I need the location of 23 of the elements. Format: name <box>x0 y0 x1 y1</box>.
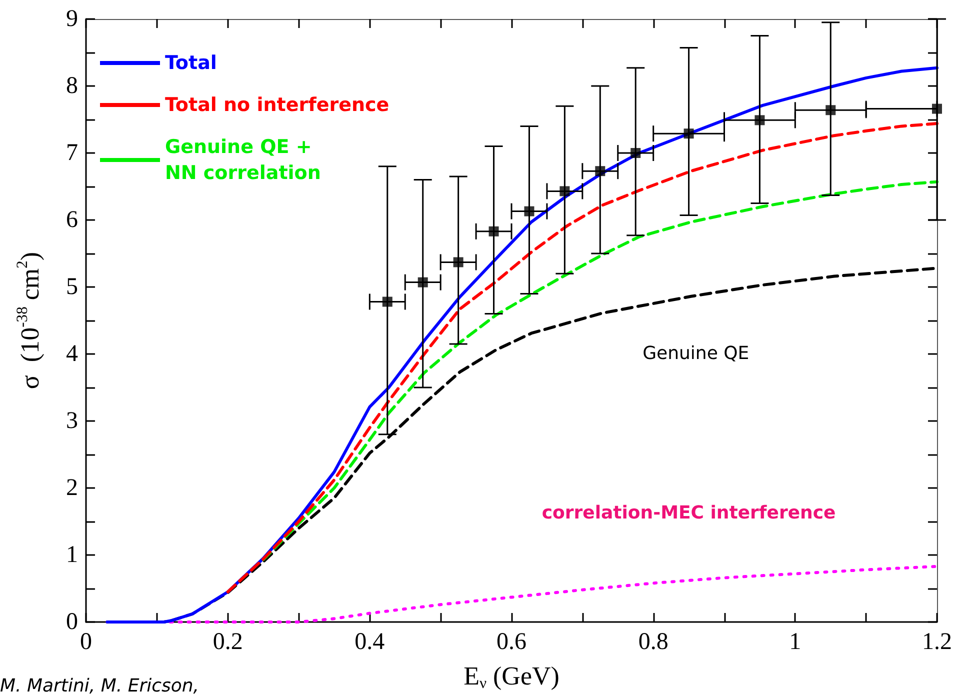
y-tick-label: 7 <box>66 140 78 166</box>
x-tick-label: 0.6 <box>496 629 526 655</box>
text: Genuine QE <box>642 342 750 364</box>
y-tick-label: 2 <box>66 475 78 501</box>
text: M. Martini, M. Ericson, <box>0 676 200 696</box>
x-tick-label: 1 <box>789 629 802 655</box>
x-tick-label: 0.8 <box>638 629 668 655</box>
legend-label: Genuine QE + NN correlation <box>165 136 321 184</box>
x-tick-label: 1.2 <box>922 629 952 655</box>
y-tick-label: 3 <box>66 408 78 434</box>
y-tick-label: 0 <box>66 609 78 635</box>
y-axis-title: σ (10-38 cm2) <box>14 252 45 390</box>
y-tick-label: 5 <box>66 274 78 300</box>
text: correlation-MEC interference <box>542 502 836 524</box>
y-tick-label: 9 <box>66 6 78 32</box>
x-tick-label: 0.2 <box>212 629 243 655</box>
y-tick-label: 8 <box>66 73 78 99</box>
x-tick-label: 0.4 <box>354 629 385 655</box>
y-tick-label: 6 <box>66 207 78 233</box>
legend-label: Total <box>165 52 217 74</box>
y-tick-label: 4 <box>66 341 78 367</box>
y-tick-label: 1 <box>66 542 78 568</box>
legend-label: Total no interference <box>165 94 390 116</box>
